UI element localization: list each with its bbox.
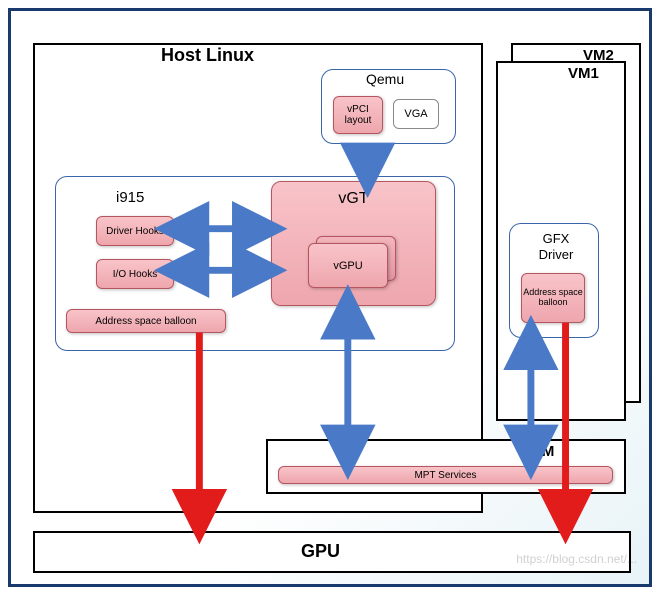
- driver-hooks-box: Driver Hooks: [96, 216, 174, 246]
- addr-balloon2-box: Address space balloon: [521, 273, 585, 323]
- gfx-driver-label: GFX Driver: [526, 231, 586, 262]
- vm1-label: VM1: [568, 65, 599, 82]
- outer-frame: Host Linux VM2 VM1 Qemu vPCI layout VGA …: [8, 8, 652, 587]
- vgpu-box: vGPU: [308, 243, 388, 288]
- host-linux-label: Host Linux: [161, 45, 254, 66]
- vga-box: VGA: [393, 99, 439, 129]
- i915-label: i915: [116, 189, 144, 206]
- kvm-label: KVM: [521, 443, 554, 460]
- io-hooks-box: I/O Hooks: [96, 259, 174, 289]
- gpu-label: GPU: [301, 541, 340, 562]
- watermark: https://blog.csdn.net/...: [516, 552, 637, 566]
- vpci-box: vPCI layout: [333, 96, 383, 134]
- mpt-box: MPT Services: [278, 466, 613, 484]
- diagram-canvas: Host Linux VM2 VM1 Qemu vPCI layout VGA …: [0, 0, 660, 595]
- qemu-label: Qemu: [366, 71, 404, 87]
- addr-balloon-box: Address space balloon: [66, 309, 226, 333]
